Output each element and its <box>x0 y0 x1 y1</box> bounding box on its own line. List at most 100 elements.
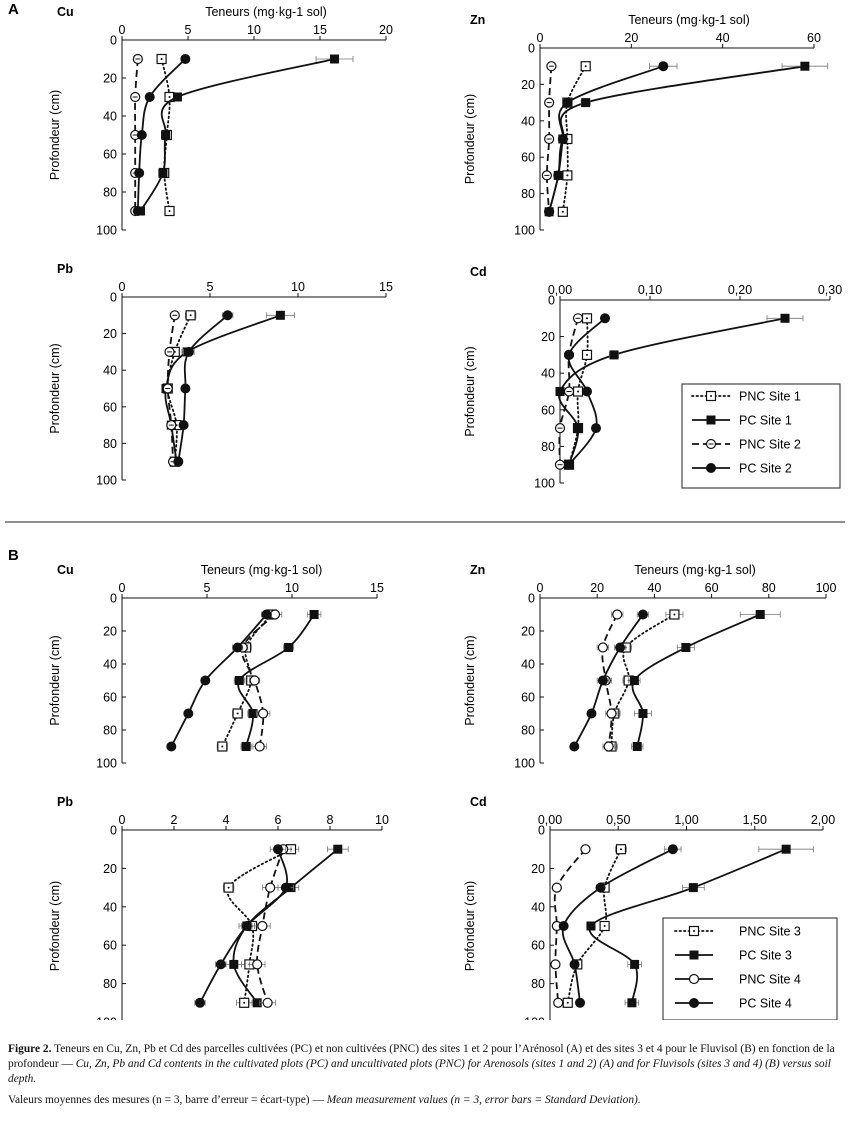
data-point-dot <box>586 317 588 320</box>
series-pc-site-1 <box>135 54 354 216</box>
y-tick-label: 80 <box>531 977 545 991</box>
series-line <box>558 317 786 465</box>
y-tick-label: 20 <box>521 78 535 92</box>
legend-a-item-1: PNC Site 1 <box>691 390 801 404</box>
data-point <box>222 310 233 321</box>
legend-dotted-square-marker <box>705 390 717 402</box>
y-tick-label: 40 <box>103 658 117 672</box>
series-line <box>139 58 335 212</box>
x-tick-label: 6 <box>275 813 282 827</box>
data-point-dot <box>227 886 230 889</box>
data-point <box>629 676 639 685</box>
data-point <box>580 844 591 855</box>
y-tick-label: 0 <box>528 42 535 56</box>
data-point <box>200 675 211 686</box>
legend-label: PNC Site 4 <box>739 973 801 987</box>
data-point <box>166 741 177 752</box>
panel-title: Cd <box>470 265 487 279</box>
y-tick-label: 80 <box>541 440 555 454</box>
data-point-dot <box>221 745 224 748</box>
legend-open-circle-marker <box>688 973 700 985</box>
x-tick-label: 2 <box>171 813 178 827</box>
data-point <box>575 997 586 1008</box>
series-line <box>561 848 674 1003</box>
data-point <box>257 920 268 932</box>
data-point <box>586 708 597 719</box>
legend-a: PNC Site 1 PC Site 1 PNC Site 2 PC Site … <box>681 383 841 489</box>
legend-a-item-4: PC Site 2 <box>692 462 792 476</box>
y-tick-label: 80 <box>103 724 117 738</box>
data-point <box>564 459 574 470</box>
y-tick-label: 20 <box>521 625 535 639</box>
y-tick-label: 20 <box>103 625 117 639</box>
y-tick-label: 60 <box>103 148 117 162</box>
y-tick-label: 80 <box>521 187 535 201</box>
x-tick-label: 40 <box>647 581 661 595</box>
data-point <box>781 844 791 854</box>
series-line <box>166 315 176 462</box>
caption-french: Teneurs en Cu, Zn, Pb et Cd des parcelle… <box>8 1043 835 1070</box>
panel-title: Cd <box>470 795 487 809</box>
legend-filled-square-marker <box>689 950 699 960</box>
data-point-dot <box>586 353 588 356</box>
data-point <box>173 456 184 467</box>
data-point <box>688 883 698 893</box>
x-tick-label: 40 <box>716 31 730 45</box>
data-point-dot <box>566 1001 569 1004</box>
x-tick-label: 0,20 <box>728 283 752 297</box>
figure-caption: Figure 2. Teneurs en Cu, Zn, Pb et Cd de… <box>8 1042 842 1114</box>
legend-b-item-4: PC Site 4 <box>675 997 792 1011</box>
y-tick-label: 20 <box>103 72 117 86</box>
y-tick-label: 60 <box>103 939 117 953</box>
series-pc-site-2 <box>173 310 234 467</box>
data-point <box>612 609 623 620</box>
data-point <box>581 98 591 108</box>
x-axis-label: Teneurs (mg·kg-1 sol) <box>201 563 323 577</box>
data-point <box>597 675 608 686</box>
series-pc-site-4 <box>569 609 650 752</box>
data-point <box>755 610 765 619</box>
data-point-dot <box>584 65 587 68</box>
x-axis-label: Teneurs (mg·kg-1 sol) <box>634 563 756 577</box>
x-tick-label: 10 <box>247 23 261 37</box>
data-point <box>309 610 319 619</box>
y-tick-label: 40 <box>541 367 555 381</box>
y-axis-label: Profondeur (cm) <box>463 881 477 971</box>
panel-title: Cu <box>57 5 74 19</box>
panel-title: Zn <box>470 563 485 577</box>
y-tick-label: 80 <box>521 724 535 738</box>
y-axis-label: Profondeur (cm) <box>463 635 477 725</box>
data-point <box>248 709 258 718</box>
data-point <box>681 643 691 652</box>
y-tick-label: 0 <box>110 34 117 48</box>
data-point <box>564 349 574 360</box>
series-pc-site-4 <box>166 609 273 752</box>
data-point <box>591 423 601 434</box>
data-point <box>178 420 189 431</box>
panel-a-pb: 0 5 10 15 0 20 40 60 80 100 Pb Profondeur (cm) <box>48 262 393 488</box>
data-point <box>180 383 191 394</box>
y-tick-label: 0 <box>528 592 535 606</box>
x-tick-label: 20 <box>624 31 638 45</box>
data-point <box>252 998 262 1008</box>
data-point <box>195 997 205 1008</box>
panel-a-zn: 0 20 40 60 0 20 40 60 80 100 Zn Teneurs (mg·kg-1 so… <box>463 13 829 238</box>
legend-label: PC Site 1 <box>739 414 792 428</box>
data-point <box>249 675 260 686</box>
data-point <box>632 742 642 751</box>
data-point <box>569 741 580 752</box>
y-axis-label: Profondeur (cm) <box>48 635 62 725</box>
y-tick-label: 0 <box>548 294 555 308</box>
panel-b-pb: 0246810020406080100PbProfondeur (cm) <box>48 795 389 1020</box>
x-tick-label: 10 <box>285 581 299 595</box>
x-tick-label: 1,50 <box>743 813 767 827</box>
legend-dotted-square-marker <box>688 925 700 937</box>
x-tick-label: 0 <box>119 581 126 595</box>
x-tick-label: 8 <box>327 813 334 827</box>
x-tick-label: 5 <box>185 23 192 37</box>
data-point <box>800 61 810 71</box>
data-point <box>136 130 147 140</box>
legend-label: PNC Site 1 <box>739 390 801 404</box>
x-tick-label: 100 <box>816 581 837 595</box>
